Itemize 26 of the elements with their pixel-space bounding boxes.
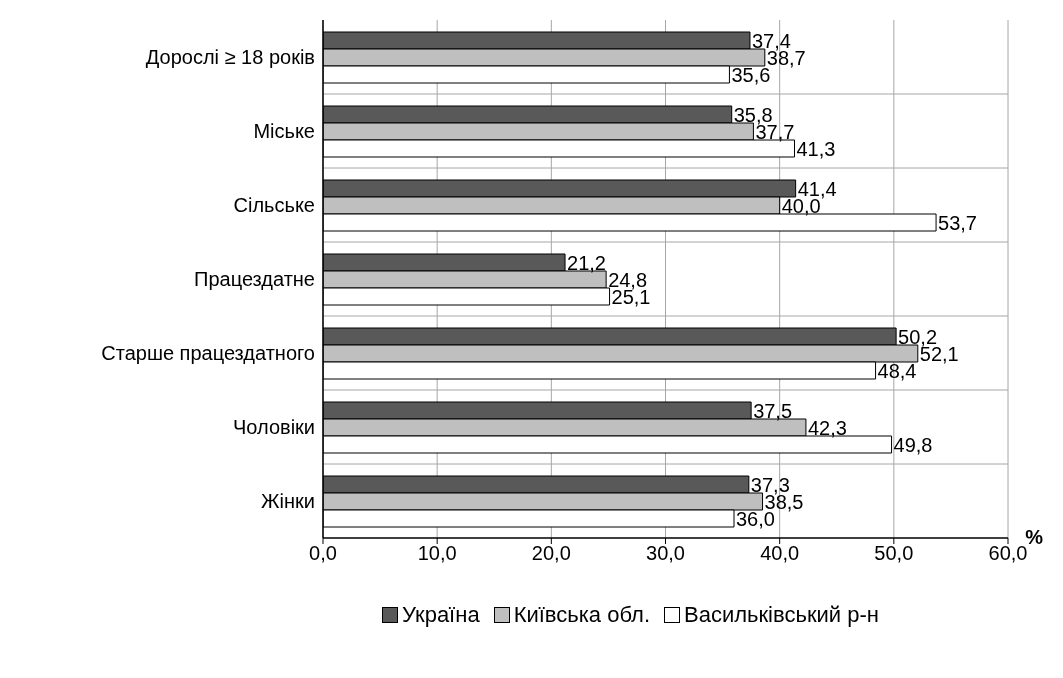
x-tick-label: 30,0 (646, 542, 685, 565)
y-tick-label: Сільське (233, 194, 315, 217)
x-tick-label: 10,0 (417, 542, 457, 565)
data-label: 53,7 (938, 211, 978, 234)
x-tick-label: 40,0 (760, 542, 800, 565)
data-label: 41,4 (797, 177, 837, 200)
x-tick-label: 0,0 (309, 542, 337, 565)
legend-label: Київська обл. (512, 602, 650, 628)
legend-label: Україна (401, 602, 480, 628)
y-tick-label: Дорослі ≥ 18 років (145, 46, 315, 69)
x-tick-label: 20,0 (531, 542, 571, 565)
legend-label: Васильківський р-н (683, 602, 879, 628)
x-tick-label: 50,0 (874, 542, 914, 565)
data-label: 41,3 (796, 137, 836, 160)
x-axis-title: % (1025, 526, 1043, 548)
y-tick-label: Міське (253, 120, 315, 143)
x-tick-label: 60,0 (988, 542, 1028, 565)
data-label: 37,5 (753, 399, 793, 422)
y-tick-label: Старше працездатного (101, 342, 315, 365)
data-label: 42,3 (807, 416, 847, 439)
data-label: 21,2 (567, 251, 606, 274)
y-tick-label: Працездатне (194, 268, 315, 291)
data-label: 48,4 (877, 359, 917, 382)
y-tick-label: Чоловіки (232, 416, 315, 439)
y-tick-label: Жінки (261, 490, 315, 513)
data-label: 49,8 (893, 433, 933, 456)
